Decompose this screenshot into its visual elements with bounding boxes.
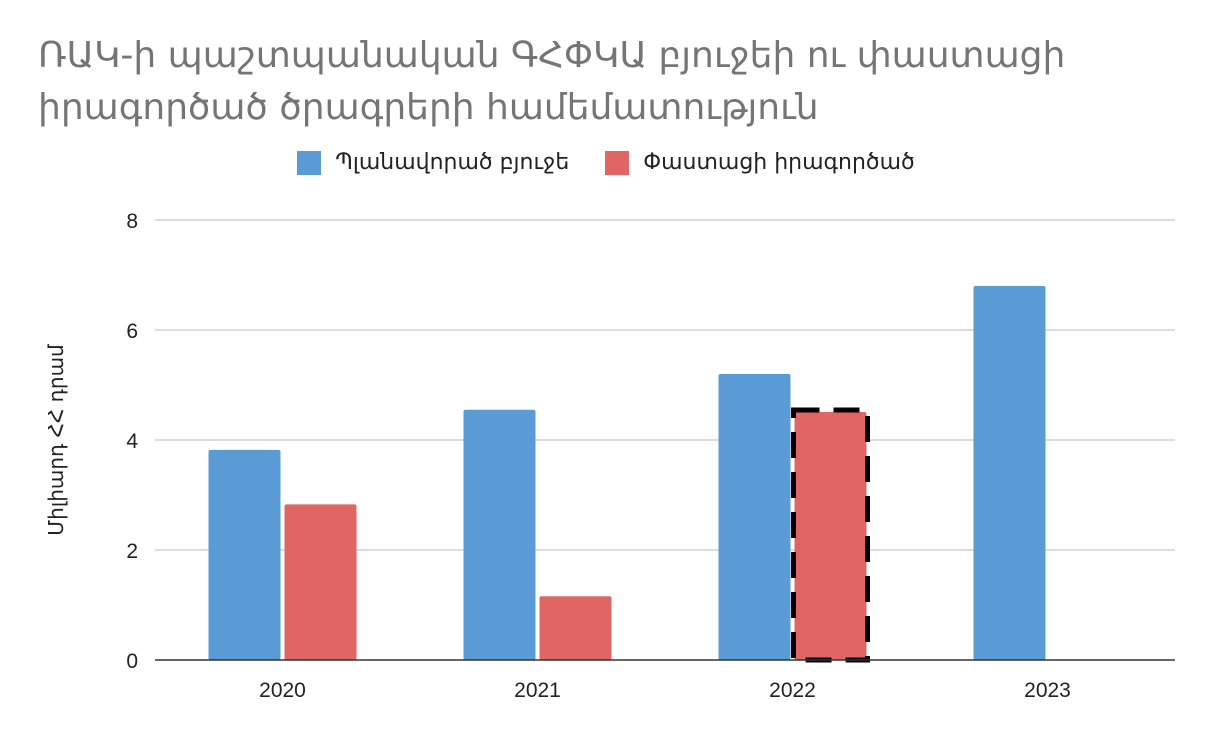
bar-planned-2023 xyxy=(973,286,1046,660)
y-tick-label: 4 xyxy=(126,430,138,453)
legend: Պլանավորած բյուջե Փաստացի իրագործած xyxy=(0,150,1212,175)
legend-item-planned: Պլանավորած բյուջե xyxy=(297,150,569,175)
x-tick-label: 2020 xyxy=(259,679,306,702)
bar-planned-2022 xyxy=(718,374,791,660)
y-tick-label: 2 xyxy=(126,540,138,563)
x-tick-label: 2021 xyxy=(514,679,561,702)
bar-actual-2022 xyxy=(794,411,867,660)
legend-label-planned: Պլանավորած բյուջե xyxy=(335,150,570,175)
y-tick-label: 6 xyxy=(126,320,138,343)
bar-actual-2020 xyxy=(284,504,357,660)
legend-item-actual: Փաստացի իրագործած xyxy=(605,150,915,175)
legend-swatch-planned xyxy=(297,150,322,175)
x-tick-label: 2022 xyxy=(769,679,816,702)
legend-label-actual: Փաստացի իրագործած xyxy=(643,150,915,175)
y-tick-label: 0 xyxy=(126,650,138,673)
bar-actual-2021 xyxy=(539,596,612,660)
chart-title: ՌԱԿ-ի պաշտպանական ԳՀՓԿԱ բյուջեի ու փաստա… xyxy=(38,35,1066,128)
x-tick-label: 2023 xyxy=(1024,679,1071,702)
legend-swatch-actual xyxy=(605,150,630,175)
bar-planned-2020 xyxy=(208,449,281,660)
bar-planned-2021 xyxy=(463,409,536,660)
y-tick-label: 8 xyxy=(126,210,138,233)
